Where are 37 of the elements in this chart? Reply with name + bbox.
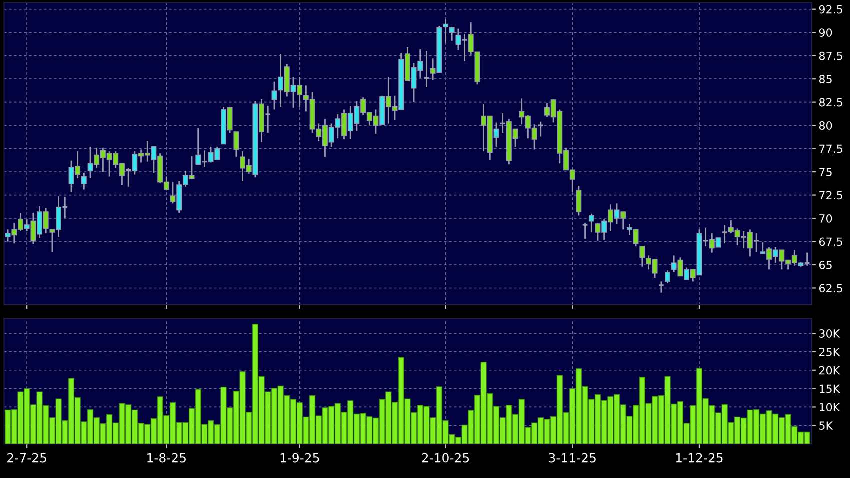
candlestick [658, 281, 665, 294]
y-tick-label: 15K [820, 384, 840, 394]
y-tick-label: 70 [820, 214, 832, 223]
x-tick-label: 1-8-25 [148, 453, 186, 463]
y-tick-label: 65 [819, 260, 832, 270]
candlestick [582, 222, 589, 240]
x-tick-label: 1-12-25 [676, 453, 723, 463]
candlestick [588, 213, 594, 234]
y-tick-label: 25K [820, 348, 840, 356]
y-tick-label: 67.5 [819, 238, 842, 246]
candlestick [576, 185, 582, 216]
x-tick-label: 2-7-25 [8, 453, 46, 463]
candlestick [272, 81, 278, 110]
candlestick [538, 121, 544, 138]
y-tick-label: 90 [819, 28, 832, 37]
x-tick-label: 1-9-25 [280, 453, 320, 463]
y-tick-label: 82.5 [819, 98, 842, 107]
y-tick-label: 20K [820, 366, 840, 375]
y-tick-label: 77.5 [820, 144, 842, 154]
candlestick [81, 172, 87, 190]
y-tick-label: 62.5 [819, 284, 842, 293]
candlestick [665, 270, 670, 284]
y-tick-label: 85 [819, 75, 832, 84]
candlestick [234, 131, 240, 158]
candlestick [443, 18, 448, 44]
y-tick-label: 87.5 [819, 52, 842, 60]
y-tick-label: 75 [820, 168, 832, 176]
x-tick-label: 2-10-25 [422, 453, 470, 463]
y-tick-label: 30K [820, 330, 840, 338]
candlestick [640, 246, 646, 268]
y-tick-label: 10K [820, 403, 840, 412]
x-tick-label: 3-11-25 [549, 453, 596, 463]
y-tick-label: 80 [819, 122, 832, 130]
y-tick-label: 5K [820, 422, 834, 430]
y-tick-label: 72.5 [820, 191, 842, 200]
y-tick-label: 92.5 [819, 5, 842, 14]
candlestick [449, 26, 455, 42]
